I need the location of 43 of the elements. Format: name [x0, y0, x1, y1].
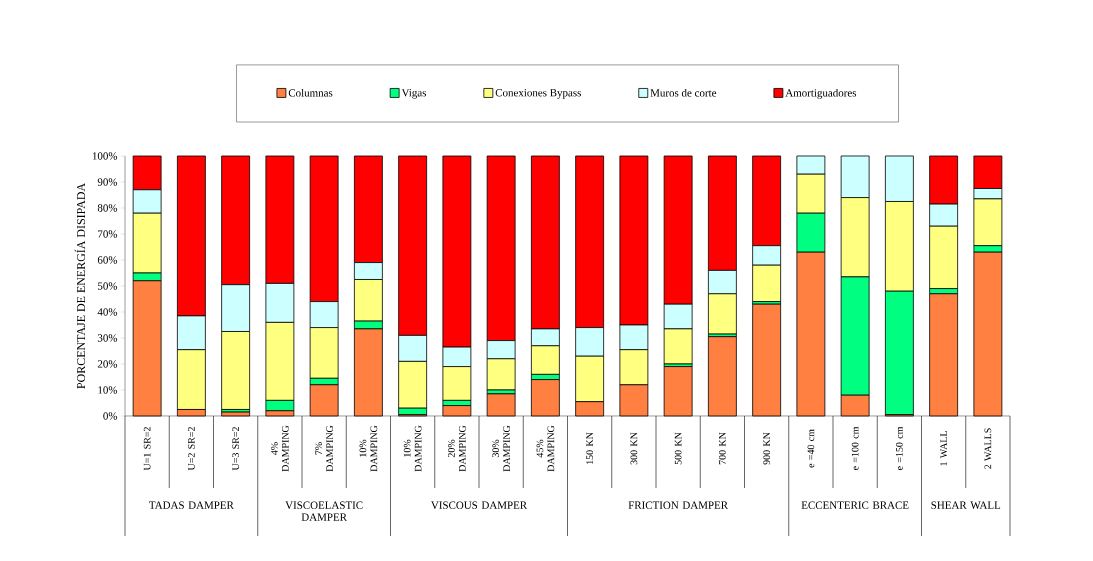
x-tick-label: e =100 cm	[851, 426, 859, 471]
x-tick-label: e =150 cm	[896, 426, 903, 471]
x-tick-label: 30% DAMPING	[492, 425, 510, 472]
x-tick-label: 150 KN	[586, 432, 593, 464]
x-tick-label: 900 KN	[763, 432, 770, 465]
y-tick-label: 70%	[98, 230, 118, 238]
x-tick-label: 20% DAMPING	[448, 425, 466, 472]
legend-label: Amortiguadores	[785, 88, 857, 99]
x-tick-label: 1 WALL	[940, 431, 948, 466]
text: SHEAR WALL	[931, 501, 1001, 509]
x-tick-label: 10% DAMPING	[403, 425, 422, 472]
x-tick-label: 7% DAMPING	[315, 425, 333, 472]
text: TADAS DAMPER	[149, 501, 234, 509]
legend-label: Columnas	[288, 88, 333, 97]
text: VISCOELASTIC DAMPER	[285, 501, 363, 521]
y-tick-label: 90%	[97, 178, 118, 186]
x-tick-label: e =40 cm	[807, 429, 815, 468]
x-tick-label: 10% DAMPING	[359, 425, 378, 472]
y-tick-label: 50%	[98, 282, 118, 290]
x-tick-label: U=1 SR=2	[143, 427, 151, 471]
legend-label: Vigas	[401, 89, 427, 99]
x-tick-label: U=3 SR=2	[232, 427, 239, 471]
y-tick-label: 10%	[98, 386, 118, 394]
x-tick-label: 700 KN	[719, 432, 726, 465]
y-axis-title: PORCENTAJE DE ENERGÍA DISIPADA	[74, 183, 86, 389]
x-tick-label: U=2 SR=2	[188, 427, 195, 471]
legend-label: Conexiones Bypass	[495, 89, 581, 99]
x-tick-label: 45% DAMPING	[536, 425, 555, 472]
text: VISCOUS DAMPER	[431, 501, 528, 509]
y-tick-label: 80%	[97, 204, 118, 212]
y-tick-label: 40%	[97, 308, 118, 316]
y-tick-label: 20%	[97, 360, 118, 368]
x-tick-label: 500 KN	[674, 432, 682, 465]
text: FRICTION DAMPER	[628, 501, 729, 509]
text: ECCENTERIC BRACE	[801, 501, 909, 509]
x-tick-label: 300 KN	[630, 432, 638, 465]
x-tick-label: 4% DAMPING	[271, 425, 289, 472]
y-tick-label: 60%	[97, 256, 118, 264]
y-tick-label: 0%	[103, 412, 118, 420]
legend-label: Muros de corte	[650, 88, 717, 97]
x-tick-label: 2 WALLS	[984, 428, 992, 469]
y-tick-label: 30%	[97, 334, 118, 342]
y-tick-label: 100%	[92, 152, 118, 160]
